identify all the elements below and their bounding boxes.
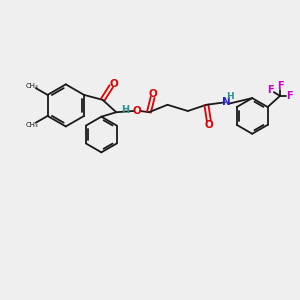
Text: F: F: [286, 91, 293, 101]
Text: O: O: [205, 120, 213, 130]
Text: O: O: [133, 106, 142, 116]
Text: CH₃: CH₃: [26, 122, 38, 128]
Text: O: O: [110, 79, 118, 89]
Text: H: H: [226, 92, 234, 101]
Text: F: F: [267, 85, 274, 95]
Text: CH₃: CH₃: [26, 83, 38, 89]
Text: H: H: [121, 105, 129, 115]
Text: N: N: [222, 97, 231, 107]
Text: F: F: [277, 82, 283, 92]
Text: O: O: [148, 89, 157, 99]
